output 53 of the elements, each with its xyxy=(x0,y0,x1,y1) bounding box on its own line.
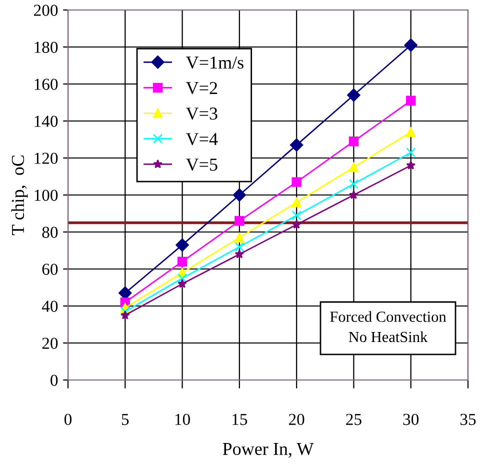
point xyxy=(176,238,189,252)
x-tick-label: 35 xyxy=(460,414,476,426)
point xyxy=(120,306,130,316)
point xyxy=(406,96,416,106)
point xyxy=(406,148,416,158)
point xyxy=(234,249,244,258)
point xyxy=(177,273,188,284)
legend-label: V=3 xyxy=(186,108,218,120)
point xyxy=(348,162,359,172)
point xyxy=(232,188,246,202)
y-tick-label: 160 xyxy=(34,78,58,90)
point xyxy=(347,88,360,102)
x-tick-label: 10 xyxy=(175,414,190,426)
y-tick-label: 200 xyxy=(34,4,58,16)
x-tick-label: 0 xyxy=(64,414,72,426)
y-tick-label: 60 xyxy=(42,264,58,275)
point xyxy=(290,138,304,152)
point xyxy=(349,190,358,200)
y-tick-label: 80 xyxy=(42,226,58,238)
point xyxy=(348,136,359,146)
legend-label: V=5 xyxy=(186,158,218,171)
x-tick-label: 20 xyxy=(288,414,304,426)
x-tick-label: 30 xyxy=(403,414,419,426)
x-tick-label: 25 xyxy=(346,414,362,426)
point xyxy=(292,198,302,208)
legend-label: V=1m/s xyxy=(186,56,244,69)
point xyxy=(234,232,244,242)
point xyxy=(406,160,416,170)
x-tick-label: 15 xyxy=(232,414,248,426)
y-tick-label: 180 xyxy=(34,42,58,53)
legend-label: V=2 xyxy=(186,82,218,94)
y-tick-label: 140 xyxy=(34,116,58,127)
y-tick-label: 0 xyxy=(50,374,58,386)
point xyxy=(178,278,187,288)
point xyxy=(348,179,359,189)
point xyxy=(292,210,302,220)
y-tick-label: 40 xyxy=(42,300,58,312)
y-tick-label: 120 xyxy=(34,152,58,164)
x-tick-label: 5 xyxy=(122,414,129,426)
point xyxy=(177,256,188,266)
y-tick-label: 20 xyxy=(42,338,58,349)
y-tick-label: 100 xyxy=(34,190,58,201)
point xyxy=(292,220,302,229)
point xyxy=(234,242,244,252)
x-axis-title: Power In, W xyxy=(222,443,314,458)
point xyxy=(234,216,244,226)
legend-label: V=4 xyxy=(186,133,218,146)
point xyxy=(406,127,416,137)
point xyxy=(292,177,302,187)
point xyxy=(120,310,130,320)
point xyxy=(404,38,418,52)
annotation: Forced Convection No HeatSink xyxy=(330,311,446,342)
y-axis-title: T chip, oC xyxy=(11,156,28,236)
